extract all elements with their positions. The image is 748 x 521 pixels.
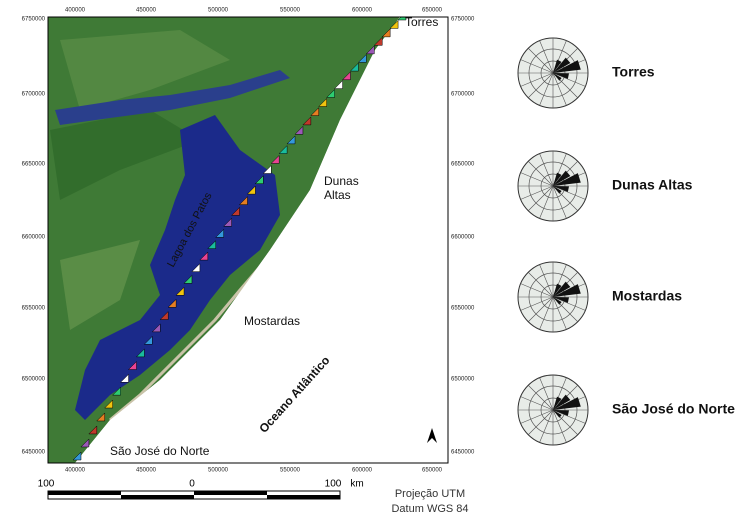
x-coord-label: 550000 bbox=[280, 8, 301, 14]
scale-label: 100 bbox=[325, 479, 342, 490]
place-label: Altas bbox=[324, 188, 351, 202]
x-coord-label: 400000 bbox=[65, 8, 86, 14]
y-coord-label: 6600000 bbox=[451, 235, 475, 241]
wind-roses: Torres Dunas Altas Mostardas São José do No… bbox=[518, 38, 735, 445]
y-coord-label: 6750000 bbox=[451, 17, 475, 23]
x-coord-label: 450000 bbox=[136, 8, 157, 14]
x-coord-label: 650000 bbox=[422, 8, 443, 14]
x-coord-label: 600000 bbox=[352, 8, 373, 14]
x-coord-label: 600000 bbox=[352, 468, 373, 474]
x-coord-label: 500000 bbox=[208, 8, 229, 14]
y-coord-label: 6500000 bbox=[451, 377, 475, 383]
x-coord-label: 650000 bbox=[422, 468, 443, 474]
y-coord-label: 6500000 bbox=[22, 377, 46, 383]
x-coord-label: 450000 bbox=[136, 468, 157, 474]
page: 400000 400000 450000 450000 500000 500000 5500… bbox=[0, 0, 748, 516]
place-label: Torres bbox=[405, 15, 438, 29]
scale-label: 100 bbox=[38, 479, 55, 490]
place-label: Dunas bbox=[324, 174, 359, 188]
place-label: São José do Norte bbox=[110, 444, 210, 458]
y-coord-label: 6550000 bbox=[451, 306, 475, 312]
rose-label: Dunas Altas bbox=[612, 177, 693, 193]
y-coord-label: 6650000 bbox=[451, 162, 475, 168]
projection: Projeção UTM bbox=[395, 488, 465, 500]
place-label: Mostardas bbox=[244, 314, 300, 328]
x-coord-label: 400000 bbox=[65, 468, 86, 474]
scale-label: 0 bbox=[189, 479, 195, 490]
rose-label: Torres bbox=[612, 64, 655, 80]
y-coord-label: 6700000 bbox=[451, 92, 475, 98]
scale-unit: km bbox=[350, 479, 363, 490]
rose-label: Mostardas bbox=[612, 288, 682, 304]
datum: Datum WGS 84 bbox=[391, 503, 468, 515]
y-coord-label: 6650000 bbox=[22, 162, 46, 168]
y-coord-label: 6600000 bbox=[22, 235, 46, 241]
rose-label: São José do Norte bbox=[612, 401, 735, 417]
y-coord-label: 6450000 bbox=[22, 450, 46, 456]
y-coord-label: 6550000 bbox=[22, 306, 46, 312]
y-coord-label: 6450000 bbox=[451, 450, 475, 456]
satellite-image bbox=[48, 12, 448, 463]
x-coord-label: 550000 bbox=[280, 468, 301, 474]
y-coord-label: 6700000 bbox=[22, 92, 46, 98]
scale-bar bbox=[48, 491, 340, 499]
y-coord-label: 6750000 bbox=[22, 17, 46, 23]
x-coord-label: 500000 bbox=[208, 468, 229, 474]
